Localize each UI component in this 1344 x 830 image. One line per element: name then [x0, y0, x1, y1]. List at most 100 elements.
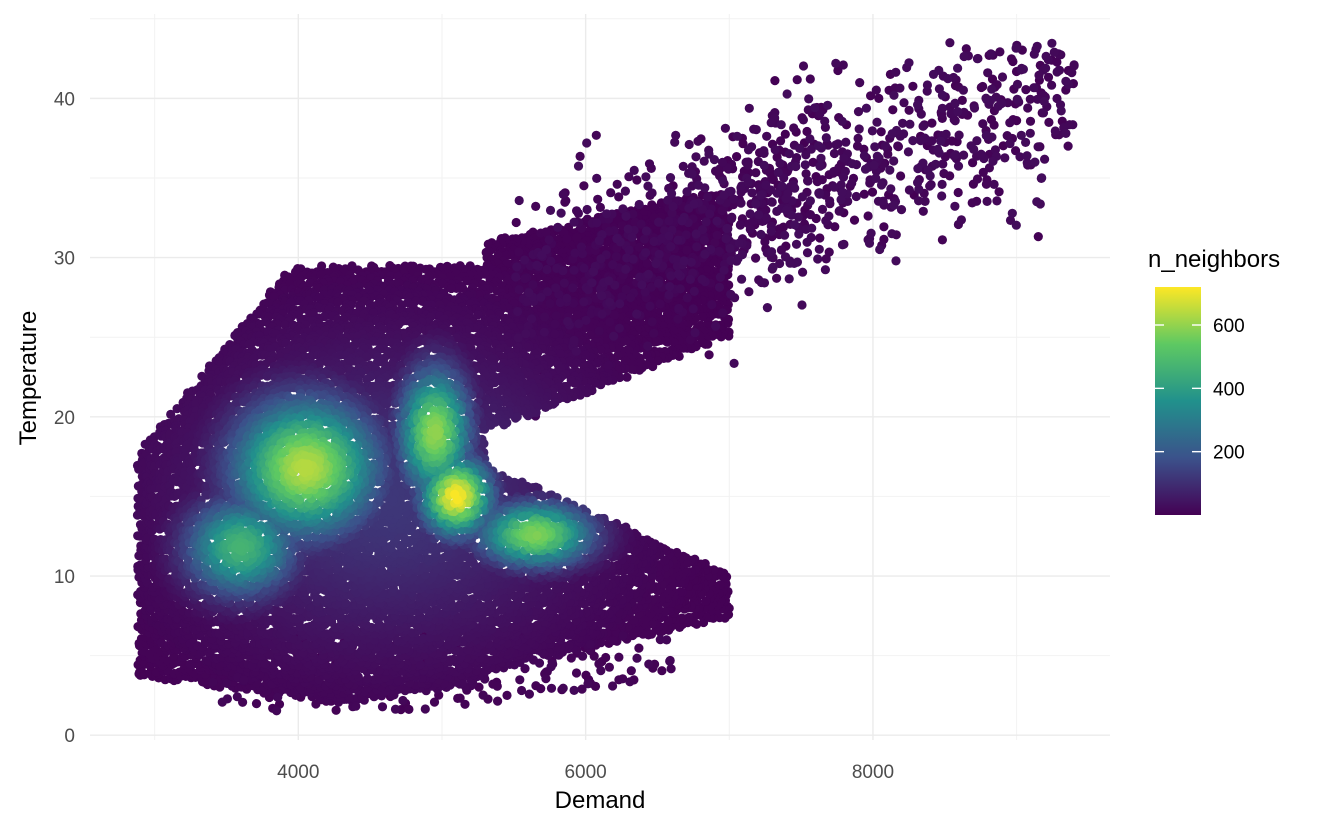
data-point — [707, 300, 717, 310]
data-point — [654, 217, 664, 227]
data-point — [872, 117, 882, 127]
data-point — [1061, 128, 1071, 138]
data-point — [972, 174, 983, 184]
data-point — [625, 677, 635, 687]
data-point — [937, 179, 947, 189]
data-point — [820, 265, 831, 275]
data-point — [794, 229, 804, 239]
data-point — [1011, 220, 1021, 230]
data-point — [550, 329, 560, 339]
data-point — [531, 201, 541, 211]
data-point — [331, 705, 341, 715]
data-point — [232, 692, 242, 702]
data-point — [817, 204, 828, 214]
data-point — [571, 668, 582, 678]
data-point — [609, 331, 619, 341]
data-point — [772, 273, 782, 283]
data-point — [239, 675, 249, 685]
data-point — [916, 109, 926, 119]
data-point — [691, 152, 701, 162]
data-point — [878, 196, 888, 206]
data-point — [1050, 126, 1060, 136]
data-point — [701, 596, 711, 606]
data-point — [548, 659, 558, 669]
data-point — [569, 217, 579, 227]
data-point — [1029, 49, 1039, 59]
data-point — [721, 234, 731, 244]
data-point — [928, 69, 939, 79]
data-point — [582, 204, 592, 215]
data-point — [887, 129, 897, 139]
data-point — [981, 93, 991, 103]
data-point — [627, 232, 637, 242]
data-point — [573, 161, 584, 171]
data-point — [735, 220, 746, 230]
data-point — [784, 274, 794, 284]
data-point — [751, 125, 761, 135]
data-point — [797, 300, 807, 310]
data-point — [1047, 38, 1057, 48]
data-point — [937, 191, 947, 201]
data-point — [628, 254, 638, 264]
data-point — [770, 76, 780, 86]
data-point — [460, 699, 470, 709]
data-point — [654, 249, 664, 259]
data-point — [632, 653, 642, 663]
data-point — [478, 690, 488, 700]
data-point — [1025, 128, 1035, 138]
data-point — [744, 287, 754, 297]
data-point — [896, 171, 906, 181]
data-point — [217, 697, 227, 707]
data-point — [581, 670, 591, 680]
data-point — [953, 107, 963, 117]
data-point — [545, 298, 555, 309]
data-point — [579, 263, 589, 273]
data-point — [847, 159, 858, 169]
data-point — [1005, 118, 1015, 128]
data-point — [492, 681, 502, 691]
data-point — [1030, 157, 1040, 167]
data-point — [759, 146, 769, 156]
data-point — [709, 155, 720, 165]
data-point — [666, 242, 676, 252]
data-point — [594, 236, 604, 246]
data-point — [647, 317, 657, 327]
data-point — [566, 653, 576, 663]
data-point — [751, 253, 761, 263]
data-point — [641, 172, 651, 182]
data-point — [775, 158, 785, 168]
data-point — [697, 274, 707, 284]
data-point — [805, 196, 816, 206]
data-point — [817, 175, 827, 185]
data-point — [891, 256, 901, 266]
data-point — [967, 198, 977, 208]
data-point — [596, 254, 606, 264]
data-point — [515, 675, 525, 685]
data-point — [558, 683, 568, 693]
data-point — [1047, 80, 1057, 90]
data-point — [863, 211, 873, 221]
data-point — [701, 217, 711, 227]
data-point — [626, 666, 636, 676]
data-point — [700, 183, 710, 193]
data-point — [536, 684, 546, 694]
data-point — [808, 157, 818, 167]
data-point — [997, 72, 1008, 82]
data-point — [592, 173, 602, 183]
data-point — [1052, 67, 1062, 77]
data-point — [815, 233, 825, 243]
data-point — [585, 639, 596, 650]
data-point — [493, 696, 503, 706]
data-point — [867, 126, 878, 136]
data-point — [831, 140, 841, 150]
data-point — [208, 677, 218, 687]
data-point — [802, 237, 812, 247]
data-point — [429, 697, 440, 707]
data-point — [420, 704, 430, 714]
data-point — [594, 326, 604, 336]
data-point — [995, 47, 1005, 57]
data-point — [829, 148, 840, 159]
data-point — [591, 130, 601, 140]
data-point — [864, 238, 875, 248]
data-point — [777, 181, 787, 191]
